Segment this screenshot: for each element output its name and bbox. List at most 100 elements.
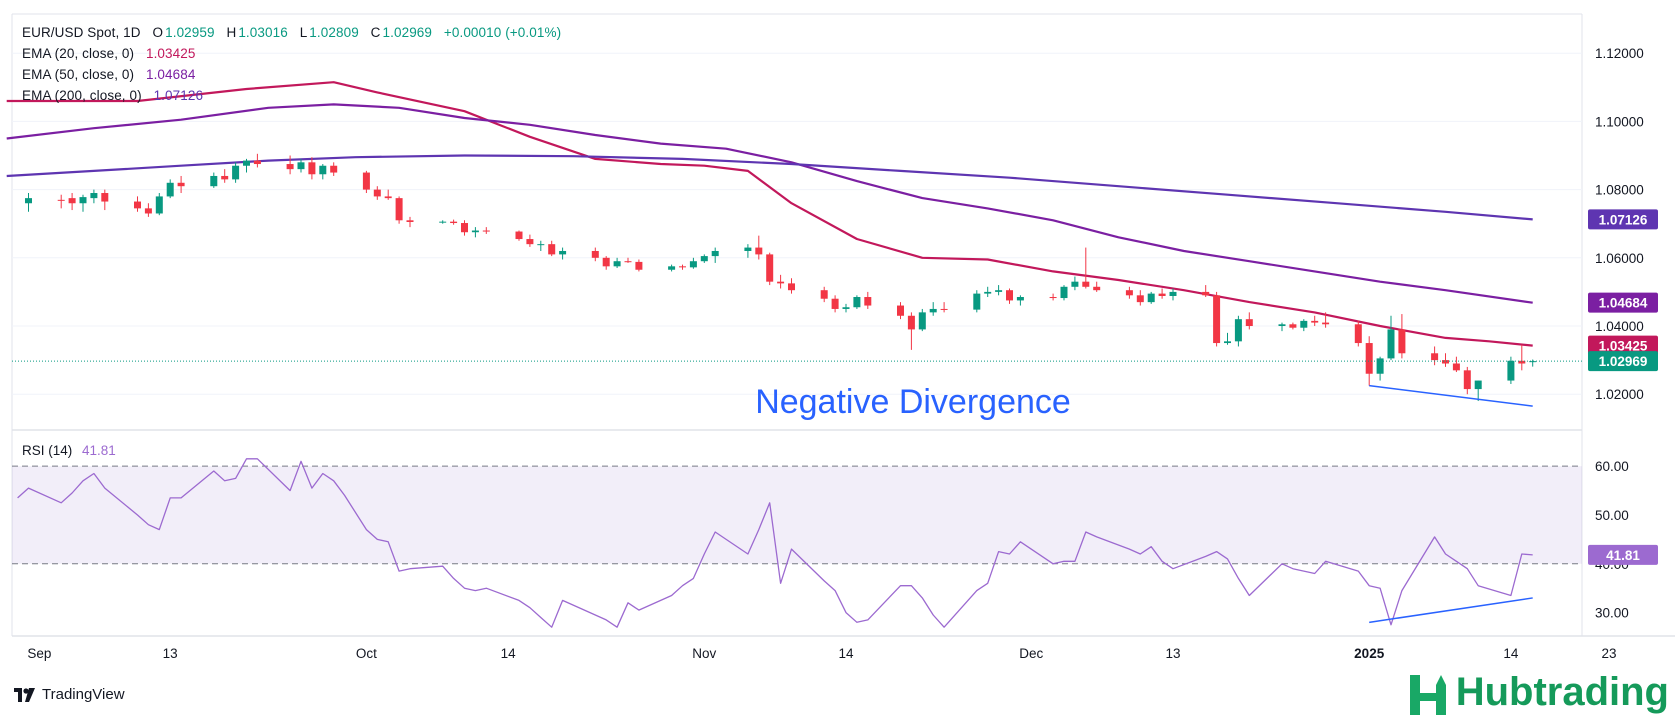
candle-down [831,295,839,313]
candle-down [1365,336,1373,386]
candle-up [1387,315,1395,361]
candle-body [1016,297,1024,301]
candle-up [243,158,250,173]
price-tick-label: 1.08000 [1595,183,1644,198]
price-label-badge [1588,351,1658,372]
candle-down [1442,353,1449,367]
candle-down [897,302,904,320]
candle-up [537,240,545,251]
x-tick-label: 2025 [1354,646,1385,661]
candle-down [1202,285,1210,298]
candle-body [515,231,523,240]
candle-body [918,312,926,330]
candle-body [1006,290,1013,301]
candle-down [68,193,76,211]
candle-body [1278,324,1286,326]
candle-up [613,257,621,269]
rsi-tick-label: 30.00 [1595,606,1629,621]
hubtrading-label: Hubtrading [1455,670,1669,714]
ema50-label: EMA (50, close, 0) [22,67,135,82]
x-tick-label: 13 [1165,646,1180,661]
candle-up [232,162,240,183]
candle-up [439,220,447,224]
candle-up [471,227,479,238]
candle-body [559,250,567,255]
candle-body [450,221,458,224]
candle-body [1289,324,1297,328]
candle-body [1213,295,1221,344]
candle-down [461,220,468,236]
candle-up [918,308,926,332]
candle-body [482,230,490,232]
candle-up [1060,285,1068,301]
candle-body [635,261,643,270]
candle-body [395,198,403,221]
candle-body [1093,286,1101,291]
candle-down [101,189,109,211]
candle-body [134,201,141,209]
x-tick-label: 14 [501,646,517,661]
candle-body [1169,291,1177,296]
candle-body [788,283,795,291]
candle-body [1049,297,1057,299]
candle-down [777,274,785,289]
candle-up [297,158,305,173]
tradingview-logo[interactable]: TradingView [14,686,125,703]
candle-up [155,193,163,216]
candle-down [1463,366,1471,395]
candle-down [591,247,599,262]
candle-down [1518,344,1526,371]
price-label-text: 1.03425 [1599,339,1648,354]
candle-body [90,193,98,199]
candle-body [613,261,621,267]
candle-body [330,165,338,173]
candle-up [166,179,174,199]
candle-body [744,247,752,251]
x-tick-label: 13 [163,646,178,661]
candle-down [1289,322,1297,330]
candle-down [57,194,65,209]
high-label: H [226,25,237,40]
candle-body [1354,324,1362,344]
candle-up [79,194,87,212]
tradingview-label: TradingView [42,686,125,703]
candle-body [1311,320,1319,323]
candle-down [1431,346,1439,366]
candle-down [766,252,774,286]
divergence-annotation: Negative Divergence [755,383,1071,421]
candle-up [25,193,32,212]
candle-body [1060,286,1068,299]
candle-up [995,285,1003,296]
candle-down [940,302,948,313]
candle-body [243,160,250,166]
candle-body [1300,320,1308,328]
high-value: 1.03016 [238,25,288,40]
candle-down [602,256,610,270]
candle-body [221,175,229,180]
candle-up [1169,288,1177,301]
candle-up [319,164,327,180]
price-label-text: 1.02969 [1599,354,1648,369]
candle-body [373,189,381,197]
candle-body [471,230,479,233]
candle-body [700,256,708,262]
candle-down [548,240,556,257]
candle-down [1354,320,1362,347]
rsi-value-badge-text: 41.81 [1606,548,1640,563]
x-tick-label: 14 [838,646,854,661]
low-value: 1.02809 [309,25,359,40]
candle-body [1452,363,1460,371]
candle-body [166,182,174,197]
candle-down [450,219,458,225]
candle-body [1158,293,1166,296]
candle-body [1224,341,1231,344]
ema200-value: 1.07126 [153,88,204,103]
price-tick-label: 1.06000 [1595,251,1644,266]
candle-up [700,254,708,263]
price-label-badge [1588,292,1658,313]
candle-body [155,196,163,214]
candle-body [907,315,915,330]
candle-up [711,247,719,263]
